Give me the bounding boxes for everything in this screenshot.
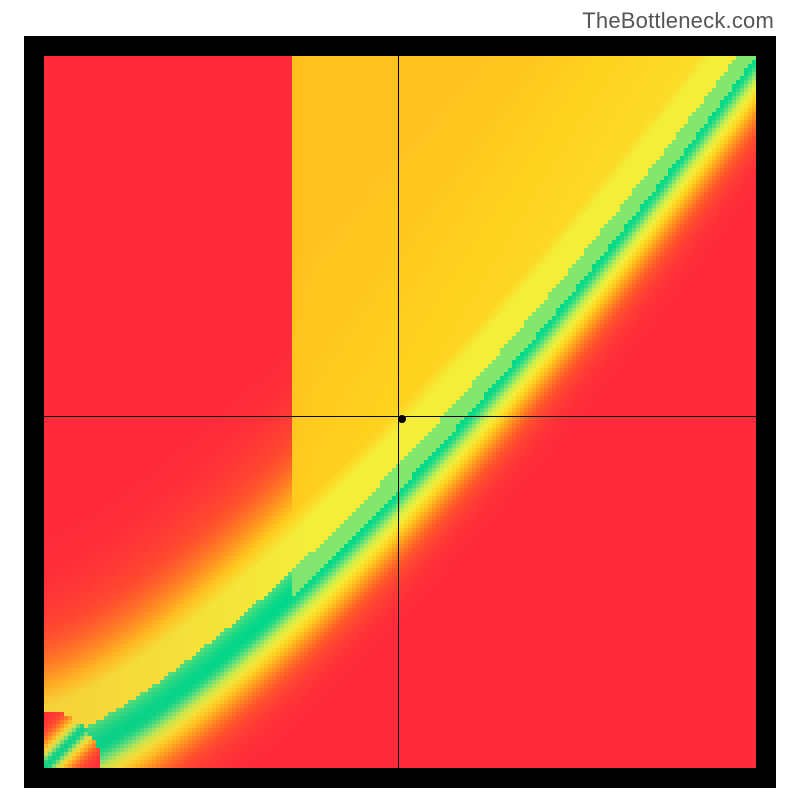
marker-dot	[398, 415, 406, 423]
watermark-text: TheBottleneck.com	[582, 8, 774, 34]
plot-frame	[24, 36, 776, 788]
root-container: TheBottleneck.com	[0, 0, 800, 800]
plot-inner	[44, 56, 756, 768]
heatmap-canvas	[44, 56, 756, 768]
crosshair-vertical	[398, 56, 399, 768]
